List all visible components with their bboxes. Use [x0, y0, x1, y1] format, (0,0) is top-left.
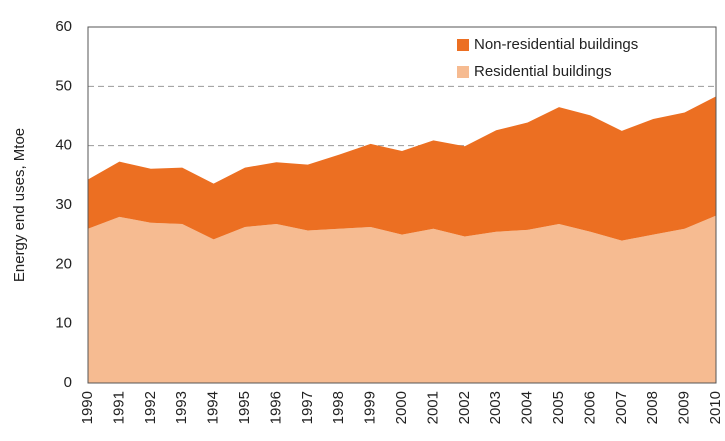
- y-tick-label: 40: [55, 137, 72, 154]
- x-tick-label: 2002: [456, 391, 473, 424]
- y-tick-label: 30: [55, 196, 72, 213]
- y-tick-label: 10: [55, 315, 72, 332]
- x-tick-label: 1997: [299, 391, 316, 424]
- x-tick-label: 2004: [519, 391, 536, 424]
- x-tick-label: 1991: [110, 391, 127, 424]
- y-tick-label: 50: [55, 77, 72, 94]
- y-tick-label: 60: [55, 18, 72, 35]
- x-tick-label: 1996: [267, 391, 284, 424]
- x-tick-label: 2001: [424, 391, 441, 424]
- legend-swatch: [457, 39, 469, 51]
- y-axis-label: Energy end uses, Mtoe: [11, 128, 28, 282]
- area: [88, 96, 716, 241]
- x-tick-label: 2003: [487, 391, 504, 424]
- x-tick-label: 2000: [393, 391, 410, 424]
- legend-swatch: [457, 66, 469, 78]
- y-tick-label: 0: [64, 374, 72, 391]
- x-tick-label: 1995: [236, 391, 253, 424]
- x-tick-label: 1999: [362, 391, 379, 424]
- legend-label: Non-residential buildings: [474, 36, 638, 53]
- x-tick-label: 2006: [581, 391, 598, 424]
- x-tick-label: 2010: [707, 391, 724, 424]
- x-tick-label: 1994: [205, 391, 222, 424]
- x-tick-label: 2005: [550, 391, 567, 424]
- x-tick-label: 1992: [142, 391, 159, 424]
- x-tick-label: 2009: [676, 391, 693, 424]
- x-tick-label: 2007: [613, 391, 630, 424]
- area: [88, 215, 716, 383]
- plot-frame: [87, 26, 717, 384]
- y-tick-label: 20: [55, 255, 72, 272]
- legend-label: Residential buildings: [474, 63, 612, 80]
- x-tick-label: 1993: [173, 391, 190, 424]
- x-tick-label: 1998: [330, 391, 347, 424]
- x-tick-label: 1990: [79, 391, 96, 424]
- x-tick-label: 2008: [644, 391, 661, 424]
